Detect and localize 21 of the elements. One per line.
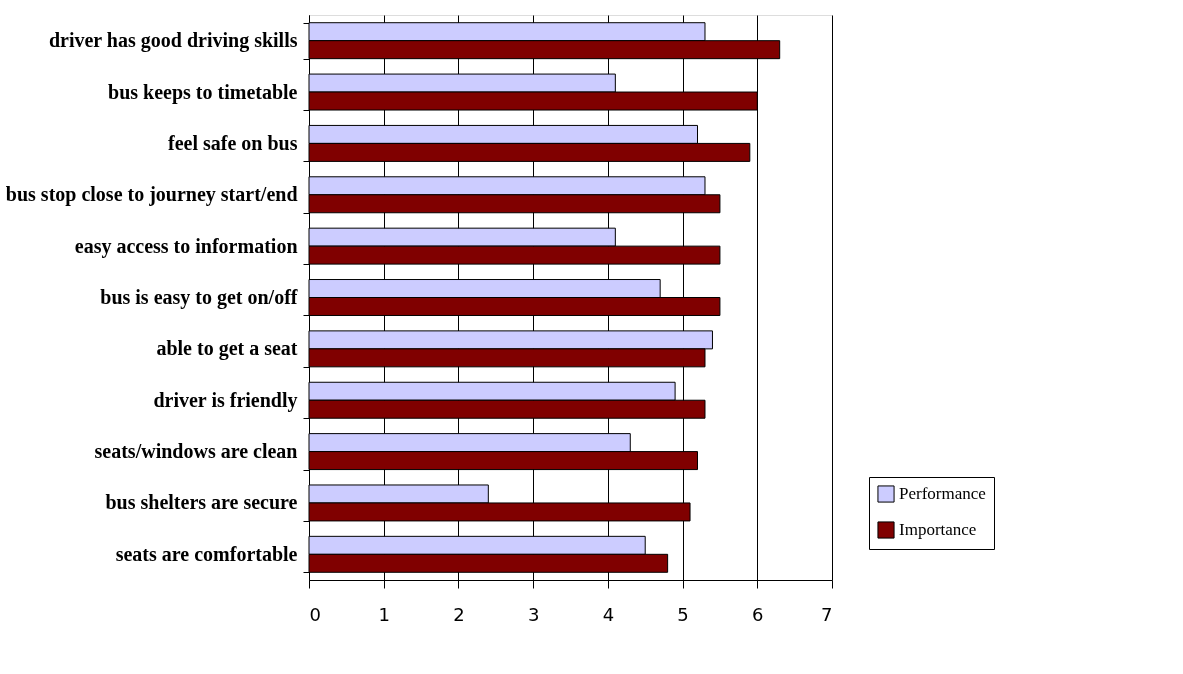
y-tick-label: driver has good driving skills — [48, 29, 298, 53]
legend-label: Importance — [899, 520, 977, 539]
x-tick-label: 3 — [527, 603, 540, 625]
x-tick-label: 4 — [602, 603, 615, 625]
y-tick-label: bus stop close to journey start/end — [5, 183, 298, 207]
y-tick-label: feel safe on bus — [168, 131, 298, 154]
y-tick-label: bus shelters are secure — [105, 491, 298, 514]
x-tick-label: 6 — [752, 603, 764, 625]
y-tick-label: driver is friendly — [153, 388, 298, 412]
y-tick-label: bus is easy to get on/off — [100, 286, 298, 309]
legend-label: Performance — [899, 484, 986, 503]
y-tick-label: easy access to information — [74, 234, 298, 258]
y-tick-label: seats/windows are clean — [94, 440, 298, 463]
y-tick-label: able to get a seat — [156, 337, 298, 361]
y-tick-label: bus keeps to timetable — [108, 80, 298, 104]
x-tick-label: 0 — [309, 603, 321, 625]
x-tick-label: 1 — [378, 603, 390, 625]
x-tick-label: 7 — [821, 603, 833, 625]
x-tick-label: 2 — [453, 603, 465, 625]
y-tick-label: seats are comfortable — [115, 542, 298, 565]
x-tick-label: 5 — [677, 603, 689, 625]
